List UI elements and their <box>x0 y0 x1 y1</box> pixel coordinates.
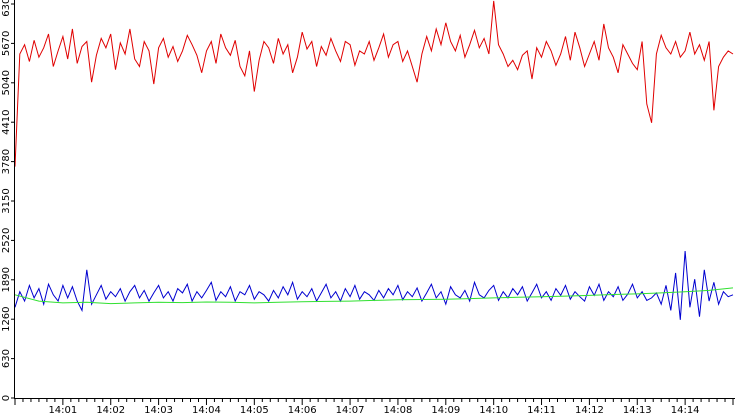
x-ticks: 14:01 14:02 14:03 14:04 14:05 14:06 14:07 14:08… <box>14 399 734 416</box>
x-tick-label: 14:06 <box>288 405 317 415</box>
x-tick-label: 14:01 <box>48 405 77 415</box>
x-tick-label: 14:02 <box>96 405 125 415</box>
x-tick-label: 14:05 <box>240 405 269 415</box>
y-tick-label: 6300 <box>1 0 12 17</box>
series-line-2 <box>14 250 734 320</box>
x-tick-label: 14:10 <box>479 405 508 415</box>
y-tick-label: 5040 <box>1 70 12 95</box>
x-tick-label: 14:13 <box>623 405 652 415</box>
axes <box>14 0 735 399</box>
x-tick-label: 14:07 <box>336 405 365 415</box>
y-tick-label: 4410 <box>1 109 12 134</box>
x-tick-label: 14:08 <box>384 405 413 415</box>
y-ticks: 0 630 1260 1890 2520 3150 3780 4410 5040 5670 6300 <box>1 0 15 401</box>
y-tick-label: 1260 <box>1 306 12 331</box>
y-tick-label: 3780 <box>1 149 12 174</box>
series-line-3 <box>14 287 734 305</box>
x-tick-label: 14:04 <box>192 405 221 415</box>
x-tick-label: 14:11 <box>527 405 556 415</box>
y-tick-label: 630 <box>1 349 12 368</box>
y-tick-label: 0 <box>1 395 12 401</box>
x-tick-label: 14:03 <box>144 405 173 415</box>
x-tick-label: 14:14 <box>671 405 700 415</box>
series-line-1 <box>14 0 734 167</box>
x-tick-label: 14:12 <box>575 405 604 415</box>
y-tick-label: 5670 <box>1 31 12 56</box>
series-layer <box>14 0 734 320</box>
y-tick-label: 3150 <box>1 188 12 213</box>
x-tick-label: 14:09 <box>431 405 460 415</box>
y-tick-label: 1890 <box>1 267 12 292</box>
y-tick-label: 2520 <box>1 228 12 253</box>
